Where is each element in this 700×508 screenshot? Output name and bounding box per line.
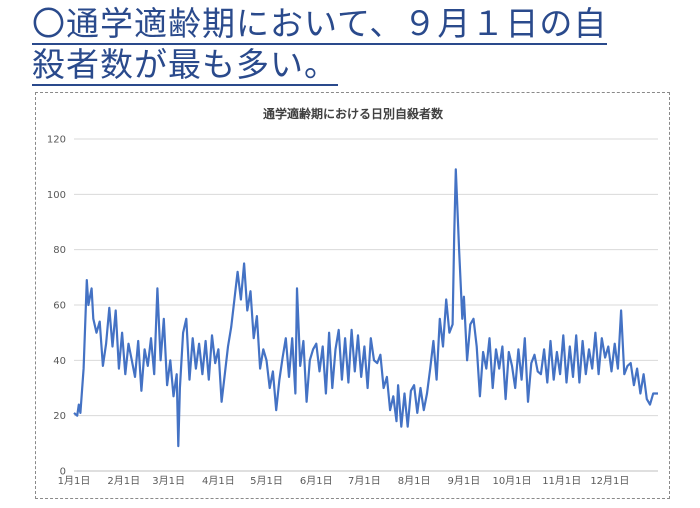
x-tick-label: 5月1日: [250, 475, 283, 487]
series-line: [73, 168, 658, 448]
slide-title-line-1: 〇通学適齢期において、９月１日の自: [32, 4, 608, 45]
x-tick-label: 9月1日: [448, 475, 481, 487]
x-axis-tick-labels: 1月1日 2月1日 3月1日 4月1日 5月1日 6月1日 7月1日 8月1日 9月1日 10月1…: [58, 475, 630, 487]
y-tick-label: 20: [53, 411, 66, 422]
slide-title-line-2: 殺者数が最も多い。: [32, 45, 338, 86]
chart-frame: 通学適齢期における日別自殺者数 0 20 40 60 80 100 120 1月1日 2月1日…: [35, 92, 670, 499]
chart-title: 通学適齢期における日別自殺者数: [263, 106, 444, 121]
line-chart: 通学適齢期における日別自殺者数 0 20 40 60 80 100 120 1月1日 2月1日…: [47, 106, 658, 487]
x-tick-label: 2月1日: [107, 475, 140, 487]
y-tick-label: 0: [60, 467, 66, 478]
x-tick-label: 8月1日: [398, 475, 431, 487]
slide-title: 〇通学適齢期において、９月１日の自 殺者数が最も多い。: [32, 4, 672, 86]
y-tick-label: 40: [53, 356, 66, 367]
x-tick-label: 11月1日: [542, 475, 581, 487]
y-axis-tick-labels: 0 20 40 60 80 100 120: [47, 135, 66, 478]
y-tick-label: 80: [53, 245, 66, 256]
y-tick-label: 120: [47, 135, 66, 146]
x-tick-label: 10月1日: [492, 475, 531, 487]
gridlines: [74, 138, 658, 472]
x-tick-label: 12月1日: [590, 475, 629, 487]
y-tick-label: 100: [47, 190, 66, 201]
x-tick-label: 6月1日: [300, 475, 333, 487]
x-tick-label: 7月1日: [348, 475, 381, 487]
x-tick-label: 1月1日: [58, 475, 91, 487]
y-tick-label: 60: [53, 301, 66, 312]
x-tick-label: 3月1日: [152, 475, 185, 487]
x-tick-label: 4月1日: [202, 475, 235, 487]
